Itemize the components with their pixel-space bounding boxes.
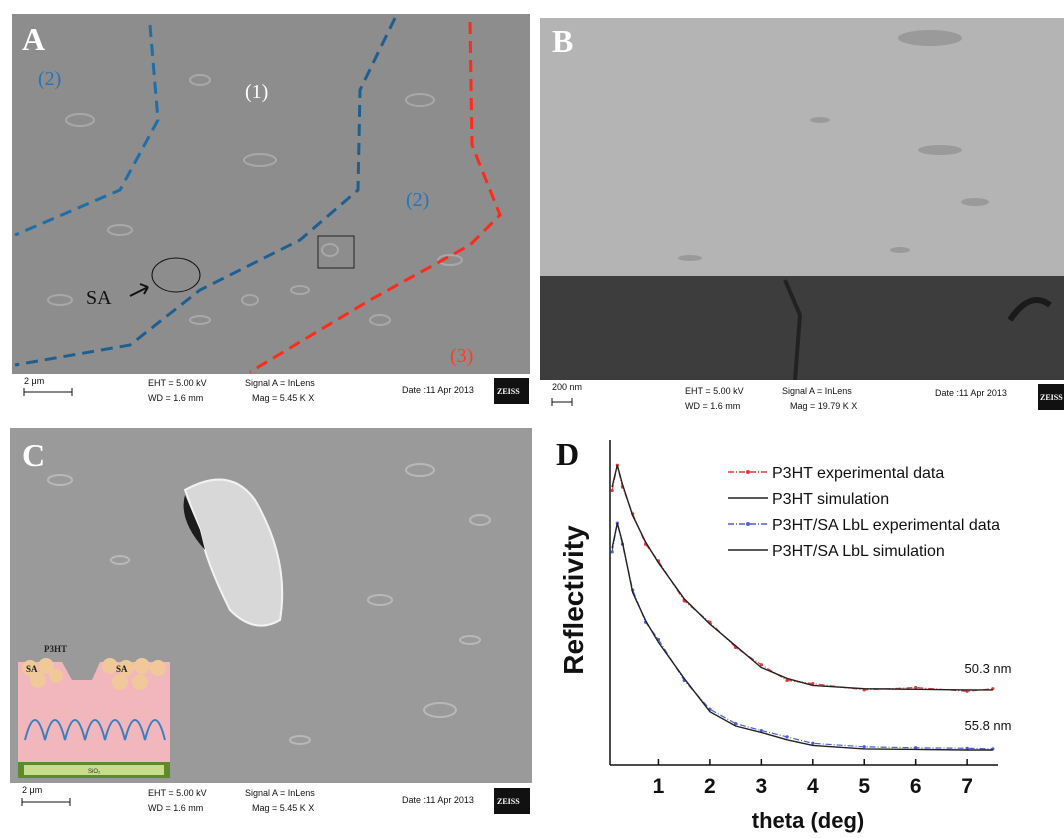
info-text: WD = 1.6 mm: [148, 393, 203, 403]
inset-label: SA: [26, 664, 38, 674]
info-text: Date :11 Apr 2013: [935, 388, 1007, 398]
info-text: WD = 1.6 mm: [685, 401, 740, 411]
annotation: 55.8 nm: [965, 718, 1012, 733]
scale-label: 200 nm: [552, 382, 582, 392]
legend-label: P3HT/SA LbL experimental data: [772, 517, 1000, 534]
info-text: EHT = 5.00 kV: [148, 788, 207, 798]
data-point: [811, 742, 814, 745]
panel-a: A (2) (1) (2) (3) SA 2 μm EHT = 5.00 kV …: [12, 14, 530, 406]
y-axis-label: Reflectivity: [558, 525, 589, 675]
data-point: [785, 735, 788, 738]
region-label: (2): [38, 68, 61, 90]
info-text: WD = 1.6 mm: [148, 803, 203, 813]
data-point: [863, 745, 866, 748]
region-label: (2): [406, 189, 429, 211]
panel-label: C: [22, 437, 45, 473]
inset-label: SA: [116, 664, 128, 674]
data-point: [611, 550, 614, 553]
info-text: EHT = 5.00 kV: [685, 386, 744, 396]
x-tick-label: 1: [653, 775, 665, 798]
x-tick-label: 6: [910, 775, 922, 798]
info-text: Mag = 19.79 K X: [790, 401, 857, 411]
cross-section: [540, 276, 1064, 380]
info-text: EHT = 5.00 kV: [148, 378, 207, 388]
legend-label: P3HT simulation: [772, 491, 889, 508]
legend-label: P3HT experimental data: [772, 465, 944, 482]
scale-label: 2 μm: [24, 376, 44, 386]
legend-marker: [746, 522, 750, 526]
panel-label: D: [556, 436, 579, 472]
data-point: [611, 489, 614, 492]
panel-label: A: [22, 21, 45, 57]
info-text: Signal A = InLens: [782, 386, 852, 396]
brand: ZEISS: [497, 797, 520, 806]
region-label: (1): [245, 81, 268, 103]
page: A (2) (1) (2) (3) SA 2 μm EHT = 5.00 kV …: [0, 0, 1064, 838]
x-axis-label: theta (deg): [752, 808, 864, 833]
x-tick-label: 2: [704, 775, 716, 798]
brand: ZEISS: [1040, 393, 1063, 402]
sem-image: [540, 18, 1064, 276]
annotation: 50.3 nm: [965, 661, 1012, 676]
panel-label: B: [552, 23, 573, 59]
sa-label: SA: [86, 287, 112, 309]
inset-label: P3HT: [44, 644, 67, 654]
x-tick-label: 7: [961, 775, 973, 798]
info-text: Signal A = InLens: [245, 378, 315, 388]
legend-label: P3HT/SA LbL simulation: [772, 543, 945, 560]
info-text: Signal A = InLens: [245, 788, 315, 798]
info-text: Mag = 5.45 K X: [252, 393, 314, 403]
panel-c: P3HT SA SA SiO₂ C 2 μm EHT = 5.00 kV WD …: [10, 428, 532, 818]
x-tick-label: 3: [755, 775, 767, 798]
x-tick-label: 4: [807, 775, 819, 798]
x-tick-label: 5: [858, 775, 870, 798]
info-text: Date :11 Apr 2013: [402, 385, 474, 395]
info-text: Date :11 Apr 2013: [402, 795, 474, 805]
legend-marker: [746, 470, 750, 474]
panel-d: D Reflectivity theta (deg) 50.3 nm 55.8 …: [556, 436, 1011, 833]
figure: A (2) (1) (2) (3) SA 2 μm EHT = 5.00 kV …: [0, 0, 1064, 838]
brand: ZEISS: [497, 387, 520, 396]
region-label: (3): [450, 345, 473, 367]
info-text: Mag = 5.45 K X: [252, 803, 314, 813]
scale-label: 2 μm: [22, 785, 42, 795]
panel-b: B 200 nm EHT = 5.00 kV WD = 1.6 mm Signa…: [540, 18, 1064, 417]
sem-image: [12, 14, 530, 374]
inset-label: SiO₂: [88, 769, 101, 775]
